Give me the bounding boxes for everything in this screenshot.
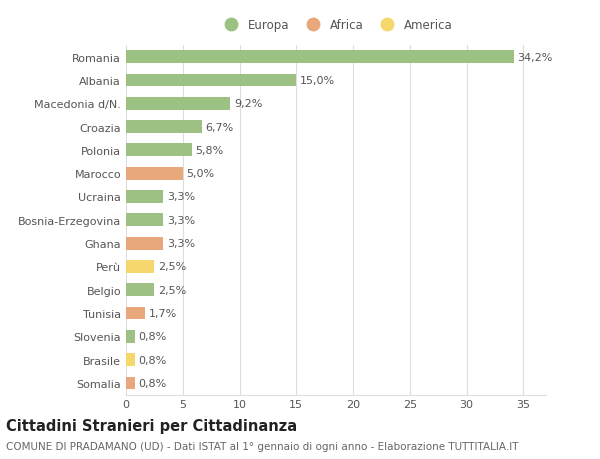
Bar xyxy=(126,74,296,87)
Text: 5,0%: 5,0% xyxy=(186,169,214,179)
Bar xyxy=(126,144,192,157)
Bar xyxy=(126,284,154,297)
Text: 2,5%: 2,5% xyxy=(158,285,186,295)
Text: 0,8%: 0,8% xyxy=(139,331,167,341)
Bar xyxy=(126,330,135,343)
Bar xyxy=(126,51,514,64)
Bar xyxy=(126,190,163,203)
Text: Cittadini Stranieri per Cittadinanza: Cittadini Stranieri per Cittadinanza xyxy=(6,418,297,433)
Bar xyxy=(126,168,183,180)
Bar xyxy=(126,260,154,273)
Bar xyxy=(126,98,230,111)
Text: 2,5%: 2,5% xyxy=(158,262,186,272)
Bar xyxy=(126,307,145,320)
Text: 0,8%: 0,8% xyxy=(139,378,167,388)
Text: 34,2%: 34,2% xyxy=(518,52,553,62)
Text: 5,8%: 5,8% xyxy=(195,146,223,156)
Bar xyxy=(126,214,163,227)
Text: 6,7%: 6,7% xyxy=(205,122,234,132)
Text: COMUNE DI PRADAMANO (UD) - Dati ISTAT al 1° gennaio di ogni anno - Elaborazione : COMUNE DI PRADAMANO (UD) - Dati ISTAT al… xyxy=(6,441,518,451)
Text: 3,3%: 3,3% xyxy=(167,239,195,249)
Bar xyxy=(126,237,163,250)
Bar xyxy=(126,121,202,134)
Text: 1,7%: 1,7% xyxy=(149,308,177,319)
Legend: Europa, Africa, America: Europa, Africa, America xyxy=(217,17,455,34)
Text: 15,0%: 15,0% xyxy=(299,76,335,86)
Text: 3,3%: 3,3% xyxy=(167,192,195,202)
Bar xyxy=(126,353,135,366)
Text: 0,8%: 0,8% xyxy=(139,355,167,365)
Text: 9,2%: 9,2% xyxy=(234,99,262,109)
Bar xyxy=(126,377,135,390)
Text: 3,3%: 3,3% xyxy=(167,215,195,225)
